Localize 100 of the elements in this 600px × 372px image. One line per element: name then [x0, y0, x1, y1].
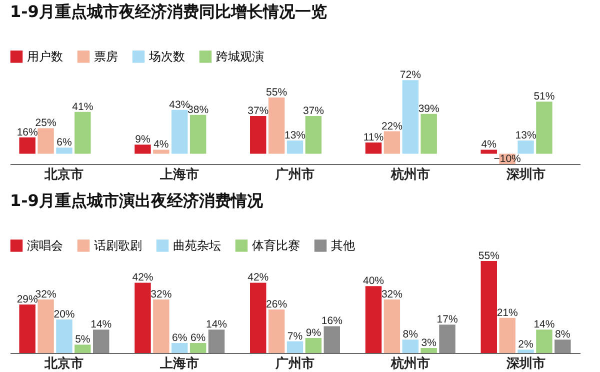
bar: [365, 142, 382, 154]
legend-label: 演唱会: [27, 238, 63, 253]
legend-label: 用户数: [27, 50, 63, 64]
bar: [384, 131, 400, 154]
bar: [19, 137, 36, 154]
bar: [74, 112, 91, 154]
data-label: 11%: [363, 132, 384, 144]
x-tick-label: 上海市: [159, 166, 200, 182]
bar: [402, 80, 418, 154]
data-label: 72%: [400, 69, 421, 82]
data-label: 6%: [190, 332, 206, 344]
bar: [190, 342, 206, 353]
data-label: 2%: [518, 338, 534, 351]
x-tick-label: 北京市: [44, 356, 84, 372]
bar: [324, 326, 340, 353]
data-label: 42%: [132, 272, 154, 284]
data-label: 51%: [534, 90, 555, 103]
bar: [56, 148, 72, 154]
bar: [499, 318, 516, 353]
bar: [480, 261, 497, 353]
data-label: 20%: [54, 308, 75, 321]
bar: [286, 341, 304, 353]
data-label: 39%: [418, 102, 440, 115]
bar: [172, 342, 188, 353]
bar: [134, 144, 151, 154]
data-label: 25%: [35, 117, 56, 130]
data-label: 43%: [169, 98, 190, 111]
data-label: 16%: [16, 126, 38, 138]
data-label: 13%: [515, 129, 536, 142]
bar: [536, 102, 552, 154]
data-label: 8%: [402, 328, 418, 341]
bar: [134, 282, 151, 353]
bar: [480, 150, 497, 154]
bar: [172, 110, 188, 154]
bar: [190, 114, 206, 154]
bar: [518, 350, 534, 353]
x-tick-label: 杭州市: [390, 166, 430, 182]
bar: [305, 338, 322, 353]
bar: [420, 348, 437, 353]
data-label: 40%: [362, 275, 384, 288]
data-label: 3%: [421, 336, 436, 349]
data-label: 32%: [150, 288, 172, 300]
legend-label: 票房: [94, 50, 118, 64]
data-label: 17%: [436, 314, 458, 326]
chart-title: 1-9月重点城市演出夜经济消费情况: [10, 191, 264, 210]
data-label: 4%: [154, 138, 169, 151]
bar: [38, 299, 54, 353]
x-tick-label: 杭州市: [390, 356, 430, 372]
bar: [19, 304, 36, 353]
data-label: 13%: [284, 129, 306, 142]
data-label: 14%: [206, 318, 228, 331]
legend-label: 体育比赛: [252, 238, 300, 253]
data-label: 9%: [306, 326, 322, 339]
legend-label: 场次数: [148, 50, 185, 64]
bar: [208, 330, 225, 353]
data-label: 9%: [135, 134, 150, 146]
bar: [250, 116, 266, 154]
bar: [402, 340, 418, 353]
data-label: 37%: [248, 104, 269, 117]
bar: [153, 150, 170, 154]
data-label: 37%: [302, 104, 324, 117]
data-label: 26%: [266, 298, 288, 311]
bar: [268, 98, 285, 154]
data-label: 32%: [381, 288, 402, 300]
bar: [365, 286, 382, 353]
bar: [38, 128, 54, 154]
bar: [536, 330, 552, 353]
legend-label: 曲苑杂坛: [173, 238, 221, 253]
x-tick-label: 上海市: [159, 356, 200, 372]
data-label: 22%: [381, 120, 402, 132]
data-label: 42%: [248, 272, 269, 284]
data-label: 8%: [555, 328, 570, 341]
data-label: 16%: [321, 315, 342, 328]
bar: [554, 340, 571, 353]
data-label: −10%: [494, 153, 521, 165]
bar: [384, 299, 400, 353]
data-label: 21%: [496, 306, 518, 319]
legend-label: 跨城观演: [216, 50, 264, 64]
data-label: 7%: [287, 330, 303, 342]
data-label: 5%: [75, 334, 90, 346]
x-tick-label: 深圳市: [505, 166, 546, 182]
data-label: 6%: [172, 332, 188, 344]
bar: [286, 140, 304, 154]
data-label: 14%: [90, 318, 112, 331]
chart-title: 1-9月重点城市夜经济消费同比增长情况一览: [10, 2, 327, 21]
bar: [420, 114, 437, 154]
data-label: 38%: [188, 104, 209, 116]
data-label: 6%: [56, 136, 72, 149]
x-tick-label: 深圳市: [505, 356, 546, 372]
data-label: 4%: [481, 138, 496, 151]
data-label: 55%: [266, 86, 288, 99]
data-label: 29%: [16, 293, 38, 306]
data-label: 55%: [478, 250, 500, 262]
legend-label: 其他: [331, 238, 355, 253]
bar: [93, 330, 110, 353]
legend-label: 话剧歌剧: [94, 238, 142, 253]
data-label: 14%: [534, 318, 555, 331]
bar: [305, 116, 322, 154]
bar: [56, 320, 72, 353]
data-label: 41%: [72, 100, 94, 113]
